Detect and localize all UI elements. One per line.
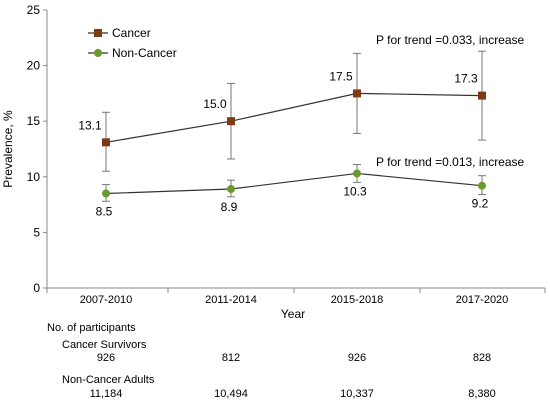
data-label: 8.5 bbox=[96, 204, 113, 218]
series-line bbox=[105, 92, 483, 143]
x-axis: 2007-2010 2011-2014 2015-2018 2017-2020 bbox=[46, 287, 546, 306]
y-tick-label: 20 bbox=[27, 59, 41, 73]
data-label: 13.1 bbox=[78, 118, 102, 132]
y-axis-label: Prevalence, % bbox=[1, 110, 15, 188]
data-point bbox=[478, 91, 486, 100]
y-tick-label: 0 bbox=[33, 281, 40, 295]
legend: Cancer Non-Cancer bbox=[88, 26, 177, 60]
x-tick-label: 2017-2020 bbox=[456, 294, 509, 306]
participant-count: 828 bbox=[472, 352, 492, 364]
y-tick-label: 15 bbox=[27, 114, 41, 128]
participant-count: 926 bbox=[96, 352, 116, 364]
participant-count: 812 bbox=[221, 352, 241, 364]
data-point bbox=[478, 181, 486, 190]
series-cancer: 13.1 15.0 17.5 17.3 bbox=[78, 50, 486, 172]
y-tick-label: 25 bbox=[27, 3, 41, 17]
data-point bbox=[102, 189, 110, 198]
data-point bbox=[102, 138, 110, 147]
data-label: 9.2 bbox=[472, 197, 489, 211]
x-tick-label: 2011-2014 bbox=[205, 294, 257, 306]
participant-count: 8,380 bbox=[468, 388, 496, 400]
x-tick-label: 2007-2010 bbox=[80, 294, 133, 306]
legend-marker bbox=[94, 49, 102, 57]
legend-label: Cancer bbox=[112, 26, 151, 40]
participant-count: 10,337 bbox=[340, 388, 374, 400]
data-point bbox=[227, 185, 235, 194]
data-label: 17.3 bbox=[454, 72, 478, 86]
participant-count: 926 bbox=[347, 352, 367, 364]
x-axis-label: Year bbox=[281, 307, 305, 320]
data-point bbox=[227, 117, 235, 126]
y-axis: 0 5 10 15 20 25 bbox=[27, 3, 48, 295]
data-label: 8.9 bbox=[221, 200, 238, 214]
series-line bbox=[105, 172, 483, 195]
series-layer: 13.1 15.0 17.5 17.3 8.5 8.9 10.3 9.2 bbox=[78, 50, 489, 218]
x-tick-label: 2015-2018 bbox=[331, 294, 384, 306]
non-cancer-adults-label: Non-Cancer Adults bbox=[62, 374, 155, 386]
participant-count: 11,184 bbox=[89, 388, 123, 400]
data-point bbox=[353, 169, 361, 178]
series-non-cancer: 8.5 8.9 10.3 9.2 bbox=[96, 164, 489, 218]
data-label: 17.5 bbox=[329, 69, 353, 83]
data-point bbox=[353, 89, 361, 98]
y-tick-label: 5 bbox=[33, 225, 40, 239]
legend-label: Non-Cancer bbox=[112, 46, 177, 60]
non-cancer-trend-annotation: P for trend =0.013, increase bbox=[376, 155, 525, 169]
participant-count: 10,494 bbox=[214, 388, 248, 400]
participants-title: No. of participants bbox=[47, 322, 136, 334]
y-tick-label: 10 bbox=[27, 170, 41, 184]
cancer-survivors-label: Cancer Survivors bbox=[62, 339, 147, 351]
data-label: 15.0 bbox=[203, 97, 227, 111]
legend-marker bbox=[94, 29, 102, 37]
cancer-trend-annotation: P for trend =0.033, increase bbox=[376, 33, 525, 47]
data-label: 10.3 bbox=[343, 184, 367, 198]
